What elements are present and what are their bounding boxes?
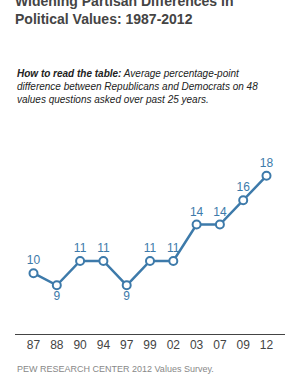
svg-text:9: 9 [123, 289, 130, 303]
svg-text:11: 11 [97, 241, 110, 255]
svg-text:12: 12 [260, 338, 274, 352]
svg-text:09: 09 [237, 338, 251, 352]
svg-text:16: 16 [237, 180, 251, 194]
svg-text:88: 88 [50, 338, 64, 352]
svg-text:94: 94 [97, 338, 111, 352]
svg-text:Widening Partisan Differences: Widening Partisan Differences inPolitica… [15, 0, 233, 27]
svg-text:18: 18 [260, 156, 274, 170]
svg-text:90: 90 [73, 338, 87, 352]
svg-text:11: 11 [167, 241, 180, 255]
svg-text:02: 02 [167, 338, 181, 352]
svg-text:How to read the table: Average: How to read the table: Average percentag… [17, 68, 258, 105]
svg-text:14: 14 [190, 205, 204, 219]
svg-text:99: 99 [143, 338, 157, 352]
svg-text:07: 07 [213, 338, 227, 352]
svg-text:97: 97 [120, 338, 134, 352]
svg-text:11: 11 [74, 241, 87, 255]
svg-text:11: 11 [144, 241, 157, 255]
svg-text:87: 87 [27, 338, 41, 352]
svg-text:03: 03 [190, 338, 204, 352]
svg-text:PEW RESEARCH CENTER 2012 Value: PEW RESEARCH CENTER 2012 Values Survey. [17, 364, 214, 374]
svg-text:10: 10 [27, 253, 41, 267]
svg-text:14: 14 [213, 205, 227, 219]
svg-text:9: 9 [53, 289, 60, 303]
